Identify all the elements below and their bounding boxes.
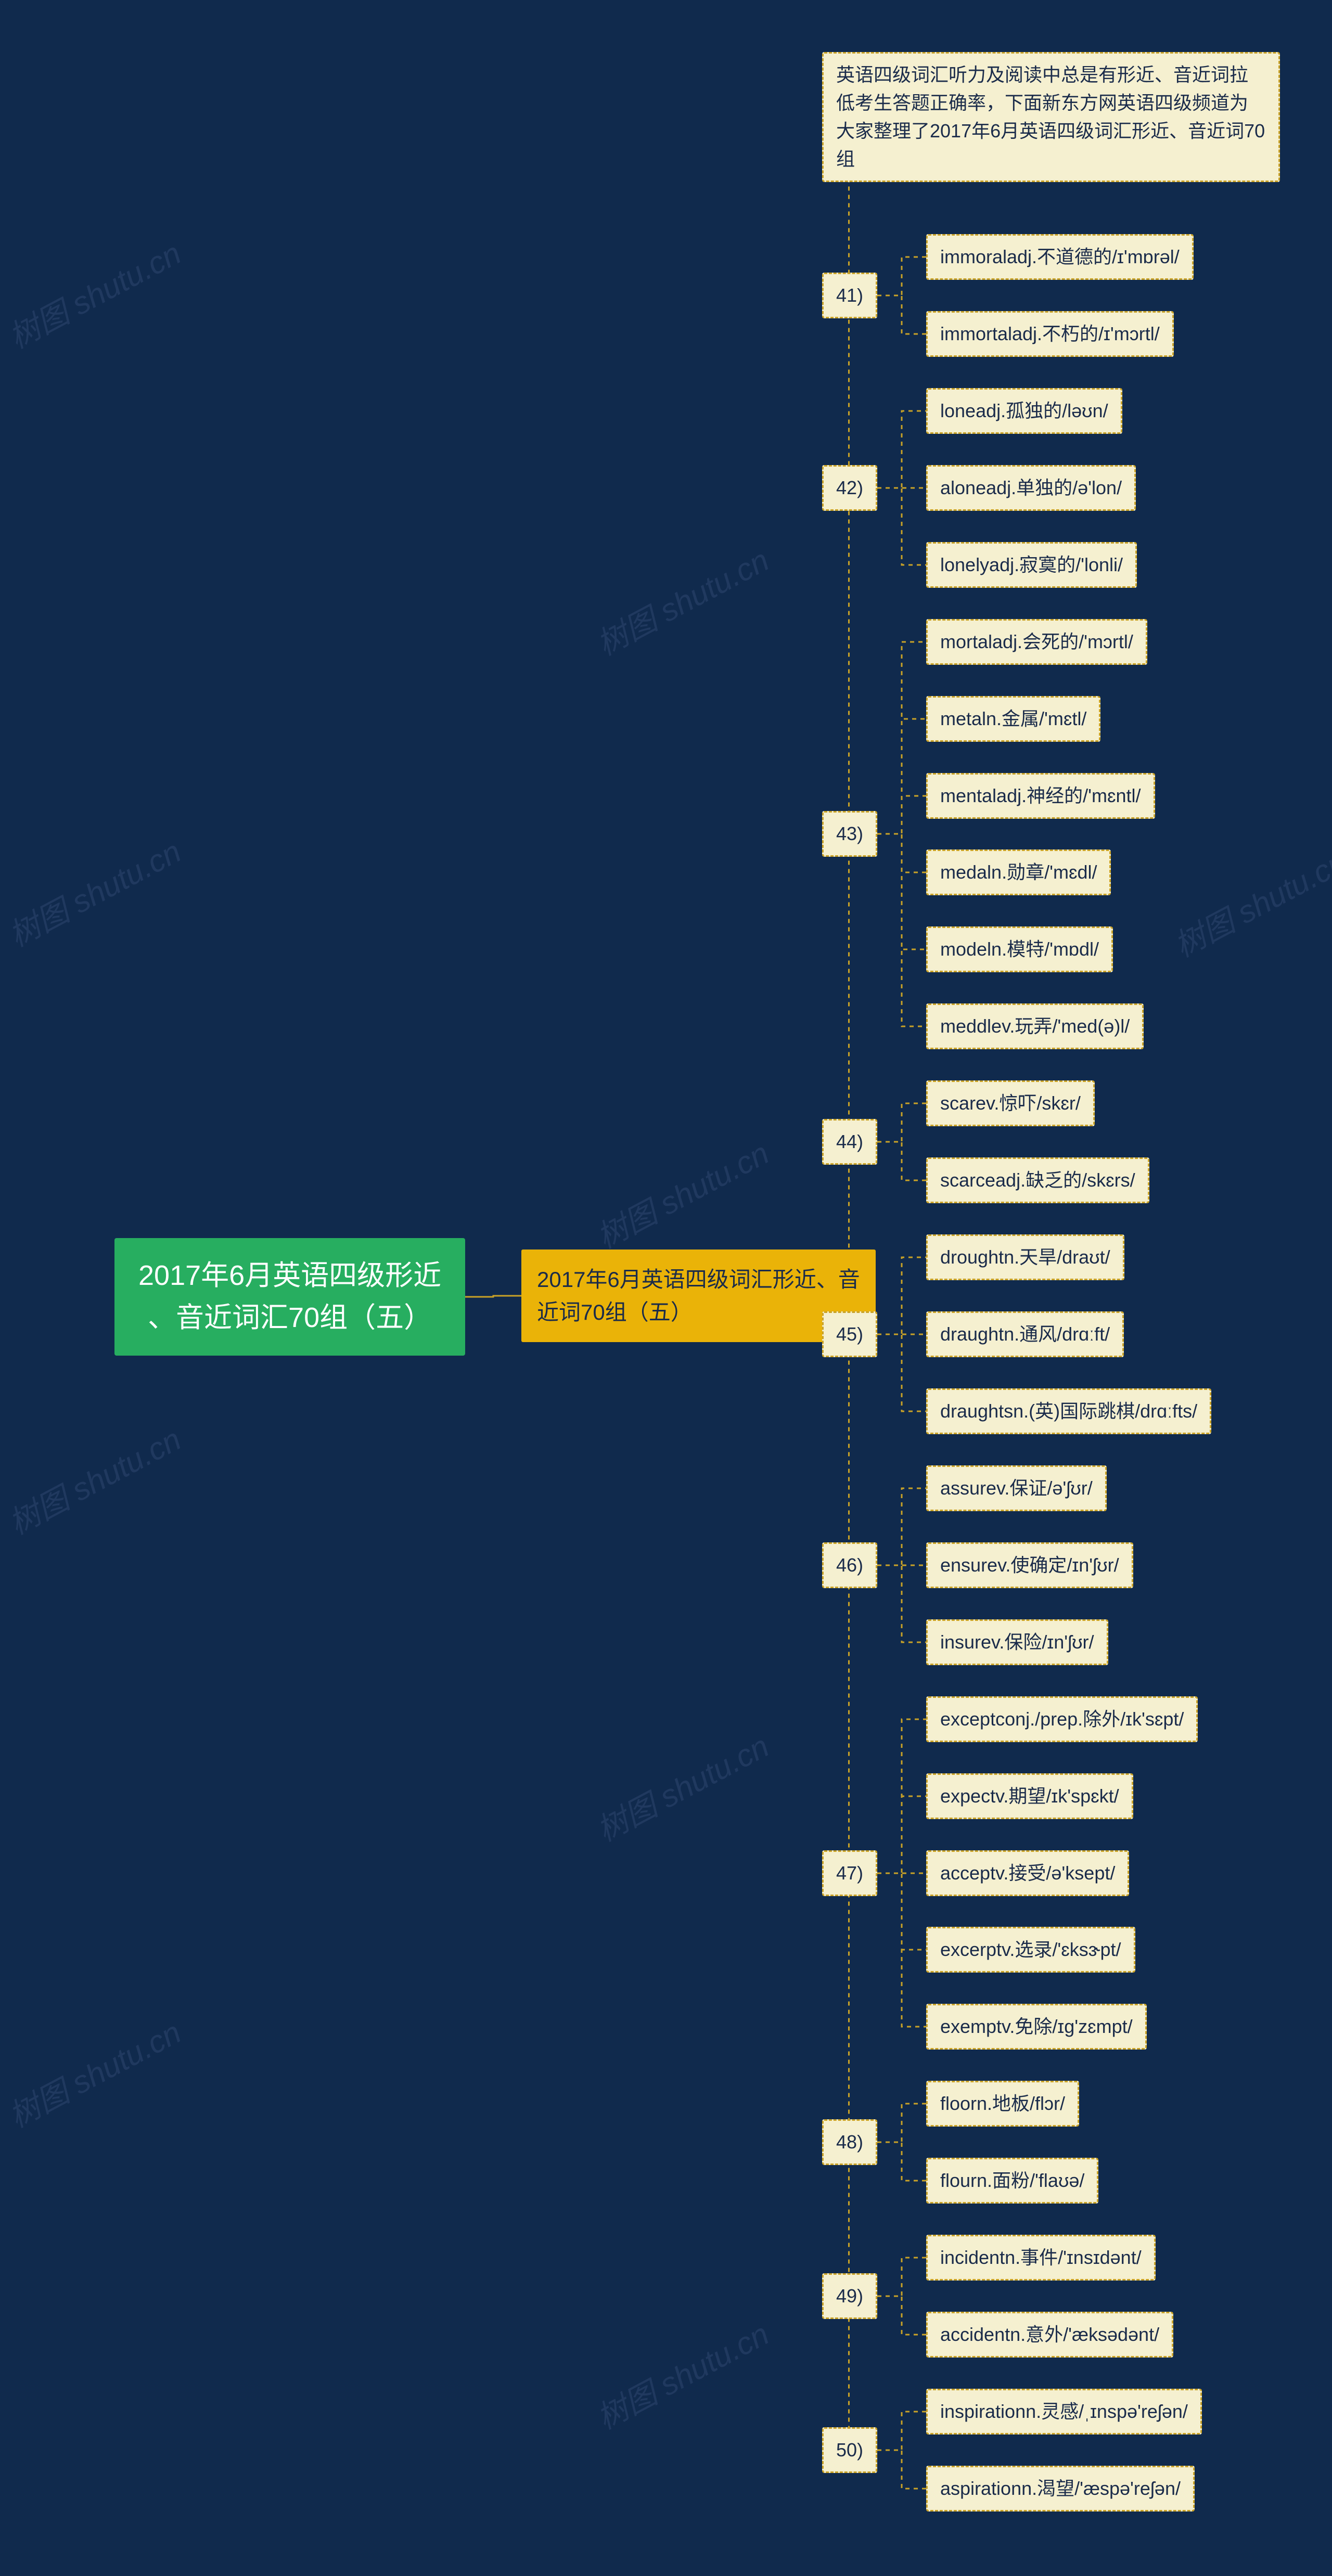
leaf-node: mentaladj.神经的/'mɛntl/ [926,773,1155,819]
leaf-node: mortaladj.会死的/'mɔrtl/ [926,619,1147,665]
group-number-node: 49) [822,2273,877,2319]
leaf-node: aloneadj.单独的/ə'lon/ [926,465,1136,511]
watermark: 树图 shutu.cn [0,1415,188,1543]
root-node: 2017年6月英语四级形近 、音近词汇70组（五） [114,1238,465,1356]
watermark: 树图 shutu.cn [587,1722,776,1850]
group-number-node: 43) [822,811,877,857]
intro-node: 英语四级词汇听力及阅读中总是有形近、音近词拉低考生答题正确率，下面新东方网英语四… [822,52,1280,182]
leaf-node: lonelyadj.寂寞的/'lonli/ [926,542,1137,588]
leaf-node: exceptconj./prep.除外/ɪk'sɛpt/ [926,1696,1198,1742]
leaf-node: expectv.期望/ɪk'spɛkt/ [926,1773,1133,1819]
leaf-node: accidentn.意外/'æksədənt/ [926,2312,1173,2358]
watermark: 树图 shutu.cn [0,229,188,357]
leaf-node: draughtn.通风/drɑːft/ [926,1311,1124,1357]
group-number-node: 41) [822,273,877,318]
watermark: 树图 shutu.cn [0,2008,188,2136]
watermark: 树图 shutu.cn [587,2310,776,2438]
leaf-node: immortaladj.不朽的/ɪ'mɔrtl/ [926,311,1174,357]
watermark: 树图 shutu.cn [587,536,776,664]
leaf-node: scarev.惊吓/skɛr/ [926,1080,1095,1126]
leaf-node: assurev.保证/ə'ʃʊr/ [926,1465,1107,1511]
group-number-node: 46) [822,1542,877,1588]
group-number-node: 47) [822,1850,877,1896]
leaf-node: immoraladj.不道德的/ɪ'mɒrəl/ [926,234,1194,280]
leaf-node: inspirationn.灵感/ˌɪnspə'reʃən/ [926,2389,1202,2435]
leaf-node: modeln.模特/'mɒdl/ [926,926,1113,972]
leaf-node: loneadj.孤独的/ləʊn/ [926,388,1122,434]
leaf-node: ensurev.使确定/ɪn'ʃʊr/ [926,1542,1133,1588]
leaf-node: aspirationn.渴望/'æspə'reʃən/ [926,2466,1195,2511]
leaf-node: exemptv.免除/ɪg'zɛmpt/ [926,2004,1147,2050]
leaf-node: metaln.金属/'mɛtl/ [926,696,1100,742]
group-number-node: 44) [822,1119,877,1165]
leaf-node: excerptv.选录/'ɛksɝpt/ [926,1927,1135,1973]
leaf-node: incidentn.事件/'ɪnsɪdənt/ [926,2235,1156,2281]
leaf-node: flourn.面粉/'flaʊə/ [926,2158,1098,2204]
leaf-node: medaln.勋章/'mɛdl/ [926,849,1111,895]
leaf-node: meddlev.玩弄/'med(ə)l/ [926,1003,1144,1049]
leaf-node: acceptv.接受/ə'ksept/ [926,1850,1129,1896]
group-number-node: 42) [822,465,877,511]
group-number-node: 48) [822,2119,877,2165]
leaf-node: insurev.保险/ɪn'ʃʊr/ [926,1619,1108,1665]
leaf-node: scarceadj.缺乏的/skɛrs/ [926,1157,1149,1203]
leaf-node: floorn.地板/flɔr/ [926,2081,1079,2127]
leaf-node: droughtn.天旱/draʊt/ [926,1234,1124,1280]
group-number-node: 50) [822,2427,877,2473]
watermark: 树图 shutu.cn [1165,838,1332,966]
watermark: 树图 shutu.cn [0,827,188,956]
leaf-node: draughtsn.(英)国际跳棋/drɑːfts/ [926,1388,1211,1434]
group-number-node: 45) [822,1311,877,1357]
watermark: 树图 shutu.cn [587,1129,776,1257]
